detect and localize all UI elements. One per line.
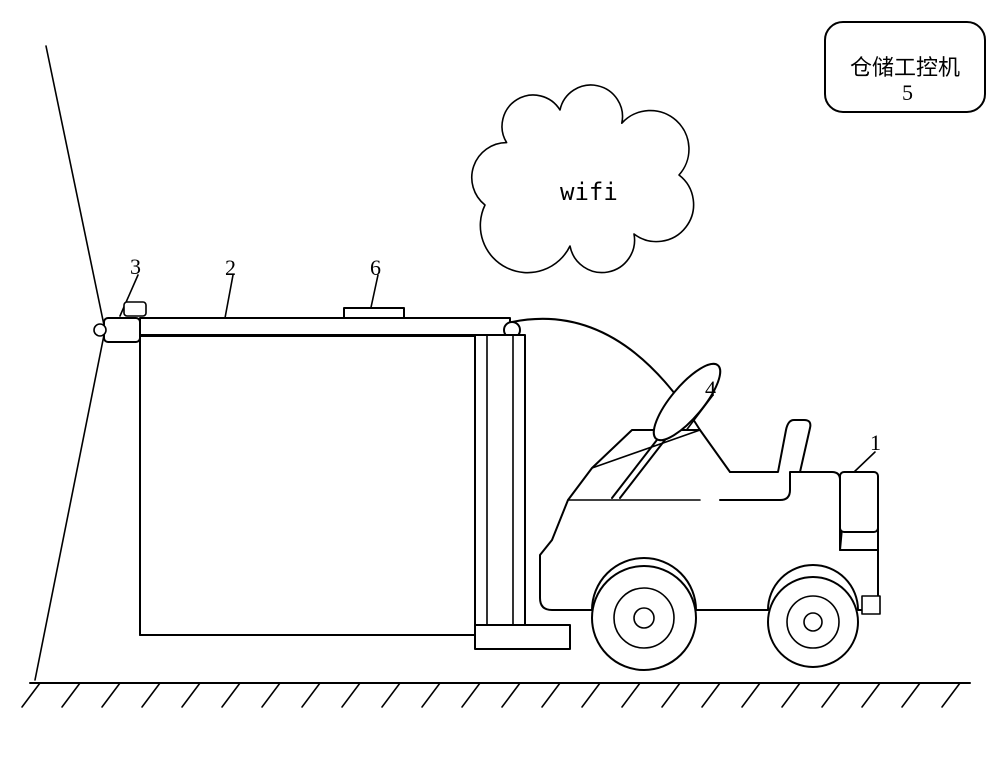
diagram-stage: wifi 仓储工控机 5 1 2 3 4 6 (0, 0, 1000, 764)
diagram-svg (0, 0, 1000, 764)
